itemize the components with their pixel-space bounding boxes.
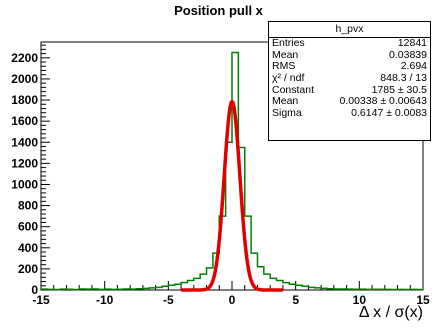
x-tick-label: 15 [416, 293, 430, 307]
stats-value: 1785 ± 30.5 [371, 83, 427, 96]
y-tick-label: 1200 [11, 156, 38, 170]
stats-row-constant: Constant 1785 ± 30.5 [269, 83, 430, 97]
y-tick-label: 800 [18, 199, 38, 213]
stats-value: 0.6147 ± 0.0083 [351, 107, 427, 120]
chart-title: Position pull x [174, 3, 263, 18]
stats-value: 0.03839 [389, 48, 427, 61]
y-tick-label: 600 [18, 220, 38, 234]
stats-value: 848.3 / 13 [380, 72, 427, 85]
stats-row-sigma: Sigma 0.6147 ± 0.0083 [269, 107, 430, 120]
stats-label: RMS [272, 60, 296, 73]
y-tick-label: 200 [18, 262, 38, 276]
stats-row-rms: RMS 2.694 [269, 61, 430, 73]
stats-label: Sigma [272, 107, 302, 120]
stats-label: Mean [272, 48, 299, 61]
y-tick-label: 400 [18, 241, 38, 255]
x-tick-label: -5 [163, 293, 174, 307]
axes-layer: 0 200 400 600 800 1000 1200 1400 1600 1800 2000 220… [11, 41, 430, 307]
x-tick-label: -15 [32, 293, 50, 307]
y-tick-label: 1800 [11, 93, 38, 107]
x-tick-label: -10 [96, 293, 114, 307]
stats-row-fit-mean: Mean 0.00338 ± 0.00643 [269, 96, 430, 108]
stats-box: h_pvx Entries 12841 Mean 0.03839 RMS 2.6… [268, 21, 431, 141]
stats-value: 12841 [397, 37, 427, 49]
stats-value: 0.00338 ± 0.00643 [339, 95, 427, 108]
histogram-series [40, 51, 424, 291]
gaussian-fit-line [179, 99, 285, 292]
y-tick-label: 2000 [11, 72, 38, 86]
stats-label: Constant [272, 83, 315, 96]
stats-label: χ² / ndf [272, 72, 305, 85]
stats-value: 2.694 [400, 60, 427, 73]
y-tick-label: 1000 [11, 177, 38, 191]
stats-row-entries: Entries 12841 [269, 37, 430, 50]
stats-title: h_pvx [269, 22, 430, 38]
stats-label: Mean [272, 95, 299, 108]
y-tick-label: 2200 [11, 51, 38, 65]
y-tick-label: 1400 [11, 135, 38, 149]
y-tick-label: 0 [31, 283, 38, 297]
stats-row-mean: Mean 0.03839 [269, 48, 430, 62]
data-layer [40, 51, 424, 292]
x-tick-label: 5 [292, 293, 299, 307]
x-tick-label: 10 [353, 293, 367, 307]
x-tick-label: 0 [229, 293, 236, 307]
stats-label: Entries [272, 37, 305, 49]
x-axis-label: Δ x / σ(x) [358, 304, 423, 321]
stats-row-chi2: χ² / ndf 848.3 / 13 [269, 72, 430, 85]
y-tick-label: 1600 [11, 114, 38, 128]
